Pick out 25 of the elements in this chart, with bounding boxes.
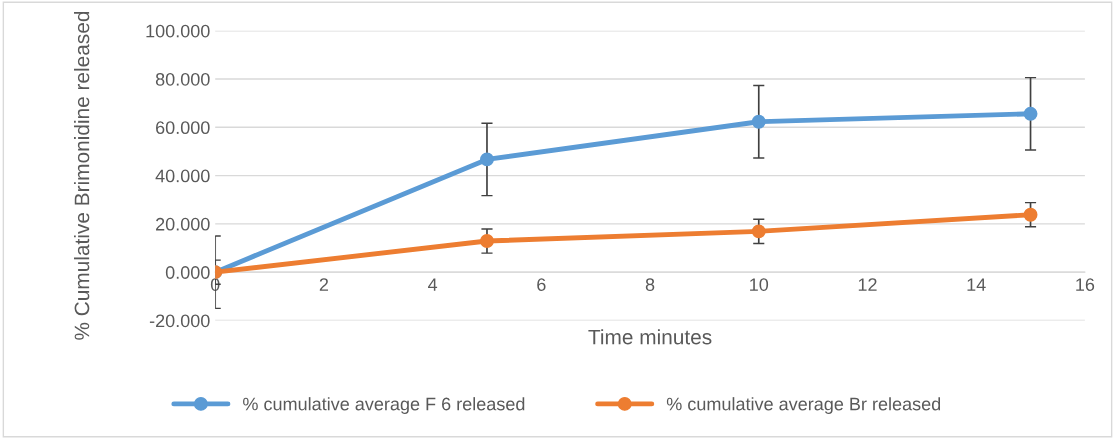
y-tick-label: -20.000 <box>149 314 210 328</box>
legend-label: % cumulative average Br released <box>666 397 941 414</box>
point <box>751 224 766 239</box>
x-tick-label: 8 <box>645 278 655 291</box>
x-tick-label: 4 <box>428 278 438 291</box>
legend-label: % cumulative average F 6 released <box>243 397 525 414</box>
y-tick-label: 40.000 <box>155 169 210 183</box>
y-tick-label: 100.000 <box>146 24 210 38</box>
y-tick-label: 0.000 <box>165 266 210 279</box>
x-tick-label: 14 <box>967 278 986 291</box>
y-tick-label: 60.000 <box>156 121 210 135</box>
x-axis-title: Time minutes <box>588 329 712 345</box>
x-tick-label: 2 <box>319 278 329 291</box>
point <box>480 234 494 248</box>
y-tick-label: 80.000 <box>155 72 210 86</box>
y-tick-label: 20.000 <box>156 217 210 231</box>
point <box>751 114 766 129</box>
y-axis-title: % Cumulative Brimonidine released <box>74 11 90 340</box>
x-tick-label: 10 <box>750 278 769 291</box>
x-tick-label: 6 <box>537 278 546 291</box>
point <box>480 152 494 167</box>
x-tick-label: 12 <box>858 278 877 291</box>
x-tick-label: 16 <box>1076 278 1095 291</box>
point <box>1023 207 1038 222</box>
point <box>1023 106 1038 121</box>
